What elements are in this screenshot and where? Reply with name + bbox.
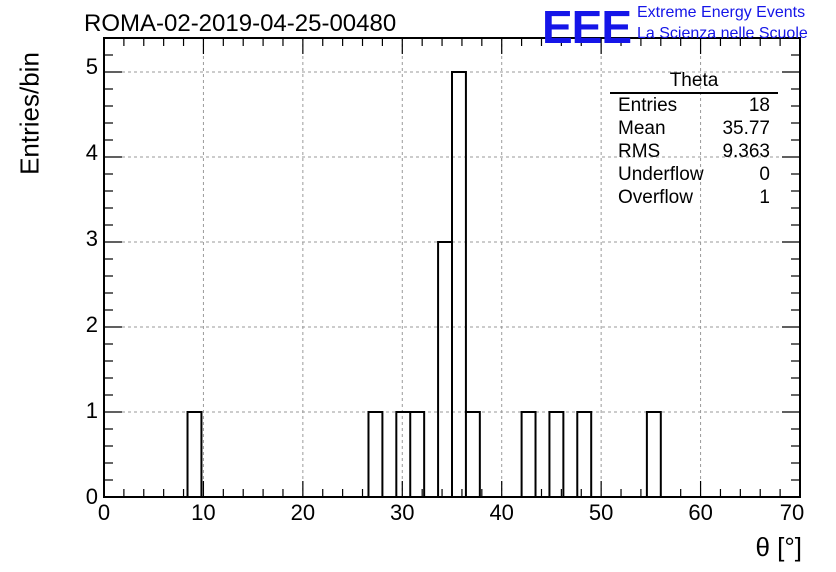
y-tick-label: 0 <box>85 484 98 509</box>
x-tick-label: 10 <box>191 500 216 525</box>
stats-row-entries: Entries 18 <box>610 94 778 117</box>
x-tick-label: 50 <box>588 500 614 525</box>
histogram-bin <box>452 72 466 497</box>
histogram-bin <box>647 412 661 497</box>
stats-label: Underflow <box>618 164 704 185</box>
histogram-bin <box>577 412 591 497</box>
histogram-bin <box>522 412 536 497</box>
stats-label: RMS <box>618 141 661 162</box>
histogram-bin <box>549 412 563 497</box>
y-tick-label: 5 <box>85 54 98 79</box>
stats-label: Entries <box>618 95 678 116</box>
y-tick-label: 3 <box>85 226 98 251</box>
y-tick-label: 1 <box>85 398 98 423</box>
org-name-line2: La Scienza nelle Scuole <box>637 25 808 42</box>
x-tick-label: 30 <box>390 500 415 525</box>
y-axis-label: Entries/bin <box>14 52 45 175</box>
histogram-bin <box>188 412 202 497</box>
stats-value: 1 <box>759 187 770 208</box>
y-tick-label: 2 <box>85 312 98 337</box>
eee-logo: EEE <box>542 1 632 53</box>
stats-row-overflow: Overflow 1 <box>610 186 778 209</box>
stats-row-underflow: Underflow 0 <box>610 163 778 186</box>
stats-row-rms: RMS 9.363 <box>610 140 778 163</box>
x-tick-label: 20 <box>290 500 316 525</box>
stats-value: 9.363 <box>722 141 770 162</box>
stats-row-mean: Mean 35.77 <box>610 117 778 140</box>
x-axis-label: θ [°] <box>755 532 802 562</box>
stats-value: 18 <box>748 95 770 116</box>
y-tick-label: 4 <box>85 140 98 165</box>
chart-title: ROMA-02-2019-04-25-00480 <box>84 10 397 37</box>
histogram-bin <box>368 412 382 497</box>
histogram-bin <box>410 412 424 497</box>
x-tick-label: 0 <box>97 500 111 525</box>
x-tick-label: 60 <box>688 500 713 525</box>
stats-title: Theta <box>610 70 778 94</box>
x-tick-label: 70 <box>779 500 805 525</box>
stats-box: Theta Entries 18 Mean 35.77 RMS 9.363 Un… <box>610 70 778 209</box>
stats-label: Overflow <box>618 187 693 208</box>
histogram-bin <box>438 242 452 497</box>
histogram-bin <box>466 412 480 497</box>
org-name-line1: Extreme Energy Events <box>637 4 806 21</box>
stats-value: 0 <box>759 164 770 185</box>
axis-ticks <box>103 37 801 498</box>
stats-value: 35.77 <box>722 118 770 139</box>
x-tick-label: 40 <box>489 500 514 525</box>
histogram-bin <box>396 412 410 497</box>
histogram-outline <box>186 71 662 497</box>
stats-label: Mean <box>618 118 666 139</box>
